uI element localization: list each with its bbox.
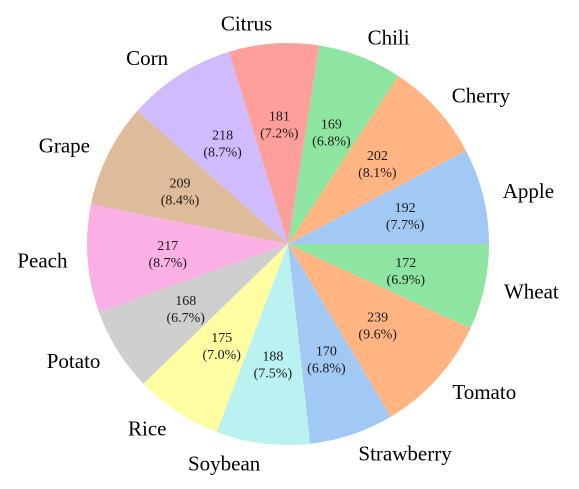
slice-category-label-strawberry: Strawberry — [358, 442, 452, 466]
slice-value-label-grape: 209 (8.4%) — [161, 176, 200, 208]
slice-value: 218 — [212, 129, 233, 144]
slice-value-label-citrus: 181 (7.2%) — [260, 110, 299, 142]
slice-value: 188 — [262, 350, 283, 365]
slice-value: 170 — [316, 344, 337, 359]
slice-value: 217 — [157, 239, 178, 254]
slice-value: 168 — [175, 294, 196, 309]
slice-category-label-corn: Corn — [126, 46, 169, 70]
slice-value: 239 — [367, 311, 388, 326]
slice-value-label-cherry: 202 (8.1%) — [358, 149, 397, 181]
slice-value-label-strawberry: 170 (6.8%) — [307, 344, 346, 376]
slice-value: 172 — [395, 256, 416, 271]
slice-percent: (7.0%) — [202, 348, 241, 363]
slice-category-label-peach: Peach — [17, 248, 68, 272]
slice-value-label-apple: 192 (7.7%) — [386, 201, 425, 233]
slice-value-label-potato: 168 (6.7%) — [166, 294, 205, 326]
pie-slice-apple — [288, 150, 489, 244]
pie-slice-tomato — [288, 244, 471, 417]
slice-value: 169 — [321, 117, 342, 132]
pie-slice-citrus — [228, 43, 320, 245]
slice-category-label-apple: Apple — [503, 179, 554, 203]
slice-value-label-peach: 217 (8.7%) — [148, 239, 187, 271]
pie-slice-wheat — [288, 244, 489, 329]
slice-value-label-rice: 175 (7.0%) — [202, 331, 241, 363]
slice-value-label-tomato: 239 (9.6%) — [358, 311, 397, 343]
slice-category-label-tomato: Tomato — [452, 380, 516, 404]
slice-category-label-potato: Potato — [47, 349, 101, 373]
slice-value-label-chili: 169 (6.8%) — [312, 117, 351, 149]
pie-slice-soybean — [216, 244, 311, 445]
slice-category-label-grape: Grape — [39, 134, 90, 158]
slice-percent: (6.9%) — [387, 273, 426, 288]
slice-value: 202 — [367, 149, 388, 164]
slice-value-label-wheat: 172 (6.9%) — [387, 256, 426, 288]
slice-value: 181 — [269, 110, 290, 125]
pie-slice-chili — [288, 45, 399, 244]
slice-category-label-citrus: Citrus — [221, 11, 272, 35]
slice-category-label-soybean: Soybean — [188, 451, 261, 475]
pie-slice-strawberry — [288, 244, 391, 444]
pie-slices — [87, 43, 489, 445]
slice-percent: (7.5%) — [254, 367, 293, 382]
slice-percent: (9.6%) — [358, 328, 397, 343]
pie-slice-rice — [143, 244, 288, 432]
pie-labels: 192 (7.7%) Apple 202 (8.1%) Cherry 169 (6.8%) Ch… — [17, 11, 559, 475]
slice-percent: (8.4%) — [161, 193, 200, 208]
slice-value-label-corn: 218 (8.7%) — [203, 129, 242, 161]
slice-percent: (7.2%) — [260, 127, 299, 142]
slice-percent: (8.7%) — [203, 146, 242, 161]
slice-value: 209 — [170, 176, 191, 191]
slice-percent: (6.8%) — [307, 361, 346, 376]
slice-percent: (8.1%) — [358, 166, 397, 181]
slice-percent: (6.8%) — [312, 134, 351, 149]
pie-slice-peach — [87, 204, 288, 313]
slice-value-label-soybean: 188 (7.5%) — [254, 350, 293, 382]
slice-percent: (7.7%) — [386, 218, 425, 233]
slice-category-label-chili: Chili — [368, 26, 410, 50]
slice-percent: (6.7%) — [166, 311, 205, 326]
slice-percent: (8.7%) — [148, 256, 187, 271]
slice-category-label-wheat: Wheat — [504, 279, 559, 303]
slice-category-label-cherry: Cherry — [452, 84, 511, 108]
slice-category-label-rice: Rice — [128, 417, 166, 441]
pie-slice-grape — [90, 110, 288, 244]
pie-slice-cherry — [288, 75, 467, 245]
slice-value: 192 — [395, 201, 416, 216]
slice-value: 175 — [211, 331, 232, 346]
pie-slice-potato — [98, 244, 288, 384]
pie-slice-corn — [137, 51, 288, 244]
